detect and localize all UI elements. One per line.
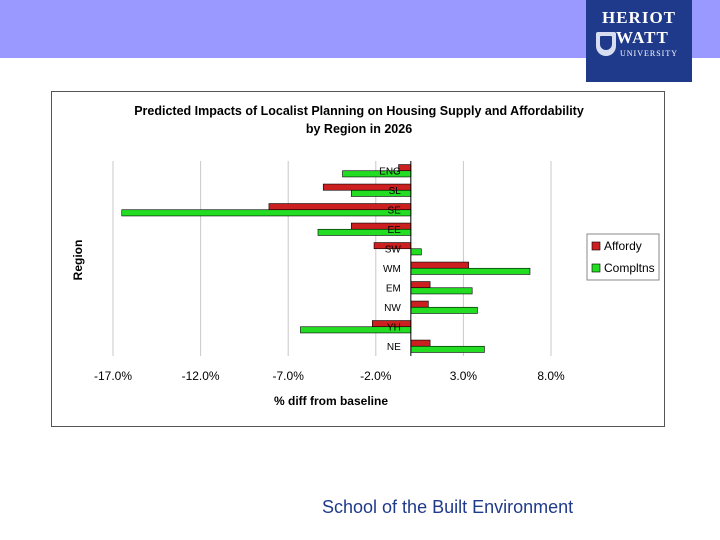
category-label-nw: NW [384,303,401,314]
bar-affordy-ee [350,222,412,230]
logo-line-1: HERIOT [601,8,677,27]
x-axis-label: % diff from baseline [274,394,388,408]
bar-affordy-ne [410,339,431,347]
bar-compltns-em [410,287,473,295]
chart-title-line-1: Predicted Impacts of Localist Planning o… [134,104,584,118]
chart-frame: Predicted Impacts of Localist Planning o… [51,91,665,427]
bar-compltns-sl [350,189,412,197]
category-label-se: SE [387,205,401,216]
university-logo: HERIOT WATT UNIVERSITY [586,0,692,82]
category-label-sw: SW [385,244,402,255]
bar-compltns-sw [410,248,422,256]
category-label-sl: SL [389,186,402,197]
bar-compltns-wm [410,267,531,275]
category-label-wm: WM [383,264,401,275]
crest-icon [596,32,616,56]
y-axis-label: Region [71,240,85,281]
category-label-yh: YH [387,322,401,333]
bar-compltns-se [121,209,412,217]
legend-label-compltns: Compltns [604,261,655,275]
bar-compltns-ne [410,345,485,353]
x-tick-label: -2.0% [360,369,392,383]
bar-affordy-nw [410,300,429,308]
footer-text: School of the Built Environment [322,497,574,517]
logo-line-2: WATT [616,28,669,47]
legend: Affordy Compltns [586,233,660,281]
chart: Predicted Impacts of Localist Planning o… [71,104,660,408]
x-tick-label: -12.0% [182,369,220,383]
x-tick-label: 3.0% [450,369,478,383]
legend-swatch-affordy [591,241,601,251]
category-label-ne: NE [387,342,401,353]
category-label-ee: EE [387,225,401,236]
category-label-em: EM [386,283,401,294]
bar-affordy-em [410,281,431,289]
legend-label-affordy: Affordy [604,239,642,253]
bar-affordy-wm [410,261,469,269]
category-label-eng: ENG [379,166,401,177]
x-tick-label: 8.0% [537,369,565,383]
legend-swatch-compltns [591,263,601,273]
x-tick-label: -7.0% [273,369,305,383]
legend-box [586,233,660,281]
bar-compltns-nw [410,306,478,314]
x-tick-label: -17.0% [94,369,132,383]
chart-title-line-2: by Region in 2026 [306,122,412,136]
logo-line-3: UNIVERSITY [620,49,678,58]
